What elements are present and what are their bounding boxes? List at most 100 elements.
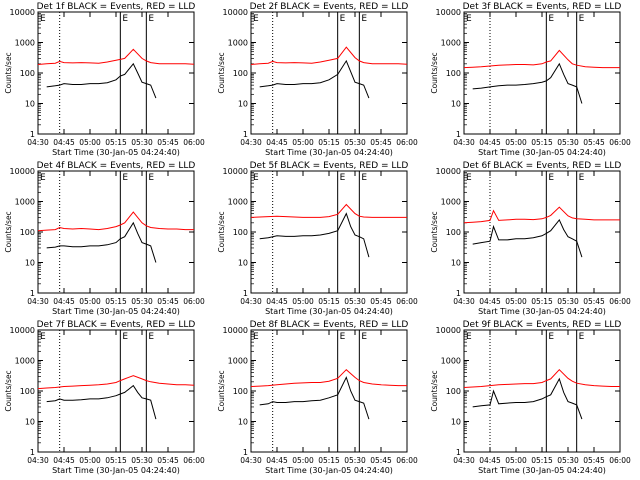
y-tick-label: 1 — [456, 289, 461, 298]
plot-frame — [37, 170, 195, 294]
y-tick-label: 10 — [25, 418, 35, 427]
vline-marker-letter: E — [548, 173, 554, 183]
x-tick-label: 05:45 — [583, 297, 605, 306]
x-tick-label: 05:30 — [131, 297, 153, 306]
x-tick-label: 04:45 — [53, 138, 75, 147]
events-series-line — [46, 62, 157, 99]
x-tick-label: 05:00 — [79, 297, 101, 306]
y-tick-label: 100 — [233, 387, 248, 396]
y-tick-label: 10 — [238, 100, 248, 109]
y-tick-label: 1 — [30, 448, 35, 457]
x-tick-label: 04:30 — [27, 297, 49, 306]
panel-title: Det 8f BLACK = Events, RED = LLD — [250, 320, 409, 330]
plot-frame — [463, 11, 621, 135]
x-tick-label: 05:30 — [131, 138, 153, 147]
events-series-line — [46, 221, 157, 263]
panel-det-1: Det 1f BLACK = Events, RED = LLD 1 10 100 10… — [4, 2, 205, 157]
x-tick-label: 05:45 — [157, 456, 179, 465]
x-tick-label: 04:45 — [479, 297, 501, 306]
x-tick-label: 05:45 — [370, 297, 392, 306]
y-tick-label: 10000 — [10, 167, 35, 176]
y-tick-label: 10 — [238, 259, 248, 268]
left-marker-letter: E — [253, 14, 259, 24]
y-tick-label: 1 — [456, 448, 461, 457]
y-tick-label: 100 — [233, 228, 248, 237]
lld-series-line — [463, 206, 620, 224]
y-tick-label: 1000 — [228, 357, 248, 366]
y-tick-label: 1000 — [441, 39, 461, 48]
x-tick-label: 05:15 — [105, 297, 127, 306]
x-axis-label: Start Time (30-Jan-05 04:24:40) — [478, 148, 606, 157]
y-tick-label: 1 — [456, 130, 461, 139]
x-axis-label: Start Time (30-Jan-05 04:24:40) — [52, 148, 180, 157]
vline-marker-letter: E — [548, 14, 554, 24]
x-tick-label: 05:15 — [531, 297, 553, 306]
left-marker-letter: E — [466, 14, 472, 24]
x-tick-label: 05:15 — [531, 138, 553, 147]
panel-title: Det 2f BLACK = Events, RED = LLD — [250, 2, 409, 12]
y-tick-label: 1000 — [15, 357, 35, 366]
plot-frame — [463, 170, 621, 294]
y-tick-label: 10 — [451, 100, 461, 109]
x-tick-label: 05:15 — [105, 456, 127, 465]
x-tick-label: 05:30 — [131, 456, 153, 465]
panel-title: Det 6f BLACK = Events, RED = LLD — [463, 161, 622, 171]
x-tick-label: 05:00 — [79, 456, 101, 465]
y-tick-label: 10000 — [223, 326, 248, 335]
x-tick-label: 05:30 — [344, 297, 366, 306]
vline-marker-letter: E — [548, 332, 554, 342]
y-tick-label: 1 — [243, 448, 248, 457]
x-tick-label: 05:45 — [583, 456, 605, 465]
x-tick-label: 06:00 — [183, 297, 205, 306]
x-tick-label: 05:45 — [157, 138, 179, 147]
events-series-line — [472, 377, 583, 420]
y-tick-label: 1 — [30, 130, 35, 139]
x-tick-label: 05:30 — [557, 297, 579, 306]
y-tick-label: 1 — [30, 289, 35, 298]
vline-marker-letter: E — [361, 14, 367, 24]
x-axis-label: Start Time (30-Jan-05 04:24:40) — [265, 466, 393, 475]
lld-series-line — [250, 369, 407, 387]
lld-series-line — [37, 48, 195, 65]
x-tick-label: 04:45 — [266, 297, 288, 306]
x-tick-label: 05:15 — [531, 456, 553, 465]
left-marker-letter: E — [40, 14, 46, 24]
y-tick-label: 1000 — [228, 198, 248, 207]
y-tick-label: 10 — [451, 418, 461, 427]
vline-marker-letter: E — [340, 14, 346, 24]
x-tick-label: 05:00 — [292, 456, 314, 465]
plot-frame — [250, 11, 408, 135]
y-tick-label: 10 — [25, 100, 35, 109]
vline-marker-letter: E — [122, 173, 128, 183]
events-series-line — [472, 218, 583, 258]
events-series-line — [259, 376, 370, 420]
panel-title: Det 3f BLACK = Events, RED = LLD — [463, 2, 622, 12]
left-marker-letter: E — [40, 332, 46, 342]
y-tick-label: 100 — [20, 228, 35, 237]
vline-marker-letter: E — [148, 173, 154, 183]
panel-det-4: Det 4f BLACK = Events, RED = LLD 1 10 100 10… — [4, 161, 205, 316]
panel-det-8: Det 8f BLACK = Events, RED = LLD 1 10 100 10… — [217, 320, 418, 475]
lld-series-line — [250, 203, 407, 218]
y-axis-label: Counts/sec — [4, 370, 13, 411]
y-tick-label: 1000 — [228, 39, 248, 48]
vline-marker-letter: E — [148, 332, 154, 342]
x-tick-label: 05:45 — [583, 138, 605, 147]
x-tick-label: 05:45 — [370, 138, 392, 147]
y-tick-label: 1000 — [15, 198, 35, 207]
vline-marker-letter: E — [579, 14, 585, 24]
x-tick-label: 06:00 — [396, 138, 418, 147]
lld-series-line — [463, 49, 620, 69]
y-axis-label: Counts/sec — [430, 52, 439, 93]
panel-det-6: Det 6f BLACK = Events, RED = LLD 1 10 100 10… — [430, 161, 631, 316]
y-tick-label: 10 — [238, 418, 248, 427]
x-axis-label: Start Time (30-Jan-05 04:24:40) — [478, 307, 606, 316]
vline-marker-letter: E — [122, 14, 128, 24]
lld-series-line — [37, 211, 194, 232]
panel-title: Det 1f BLACK = Events, RED = LLD — [37, 2, 196, 12]
events-series-line — [259, 212, 370, 258]
x-axis-label: Start Time (30-Jan-05 04:24:40) — [265, 307, 393, 316]
plot-frame — [37, 329, 195, 453]
x-tick-label: 06:00 — [396, 456, 418, 465]
x-tick-label: 05:45 — [157, 297, 179, 306]
